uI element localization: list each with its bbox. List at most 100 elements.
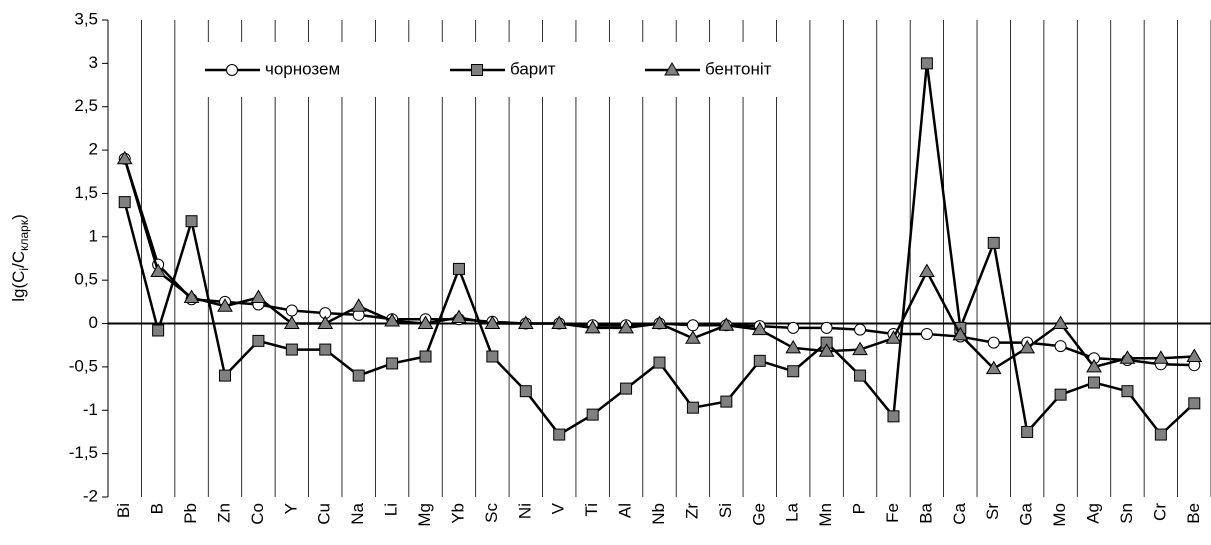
marker — [350, 298, 367, 312]
marker — [285, 343, 298, 356]
marker — [452, 262, 465, 275]
y-tick-label: 2 — [89, 140, 98, 159]
x-tick-label: Yb — [448, 503, 467, 524]
marker — [226, 64, 238, 76]
x-tick-label: Ba — [916, 502, 935, 523]
marker — [685, 330, 701, 344]
marker — [484, 315, 501, 330]
marker — [285, 304, 298, 317]
x-tick-label: Co — [248, 503, 267, 525]
y-label-part: lg(C — [9, 271, 28, 302]
marker — [319, 343, 332, 356]
y-tick-label: -1,5 — [69, 443, 98, 462]
marker — [584, 319, 601, 334]
marker — [852, 341, 868, 356]
marker — [183, 289, 200, 304]
x-tick-label: Zr — [682, 503, 701, 519]
marker — [1086, 358, 1102, 373]
marker — [586, 408, 599, 421]
x-tick-label: Mo — [1050, 503, 1069, 527]
y-tick-label: 2,5 — [74, 96, 98, 115]
marker — [386, 357, 399, 370]
marker — [952, 326, 969, 341]
marker — [419, 350, 432, 363]
marker — [920, 327, 933, 340]
y-tick-label: -1 — [83, 400, 98, 419]
marker — [620, 382, 633, 395]
marker — [718, 317, 735, 331]
marker — [218, 369, 231, 382]
marker — [1121, 385, 1134, 398]
y-label-sub: кларк — [17, 219, 31, 251]
x-tick-label: Sr — [983, 503, 1002, 520]
marker — [517, 315, 534, 330]
y-label-part: ) — [9, 214, 28, 220]
legend-label: барит — [510, 59, 556, 78]
x-tick-label: Cr — [1150, 503, 1169, 521]
x-tick-label: Ag — [1083, 503, 1102, 524]
marker — [787, 321, 800, 334]
marker — [1054, 388, 1067, 401]
marker — [785, 339, 802, 354]
marker — [1119, 350, 1136, 364]
marker — [252, 334, 265, 347]
x-tick-label: Pb — [181, 503, 200, 524]
y-tick-label: 1 — [89, 226, 98, 245]
marker — [987, 336, 1000, 349]
marker — [787, 365, 800, 378]
marker — [150, 263, 167, 278]
x-tick-label: B — [148, 503, 167, 514]
marker — [920, 57, 933, 70]
x-tick-label: Sc — [482, 503, 501, 523]
marker — [720, 395, 733, 408]
y-tick-label: 0,5 — [74, 270, 98, 289]
marker — [854, 323, 867, 336]
series-line — [123, 158, 1195, 367]
marker — [250, 289, 267, 304]
marker — [471, 64, 483, 76]
marker — [519, 385, 532, 398]
x-tick-label: Si — [716, 503, 735, 518]
x-tick-label: Ga — [1017, 502, 1036, 525]
marker — [854, 369, 867, 382]
x-tick-label: Na — [348, 502, 367, 524]
marker — [686, 401, 699, 414]
marker — [417, 315, 434, 330]
x-tick-label: Mg — [415, 503, 434, 527]
marker — [985, 360, 1002, 375]
y-axis-label: lg(Ci/Cкларк) — [9, 214, 31, 302]
marker — [217, 298, 233, 312]
marker — [818, 343, 835, 357]
marker — [987, 236, 1000, 249]
x-tick-label: La — [783, 502, 802, 521]
marker — [116, 150, 133, 165]
marker — [686, 319, 699, 332]
x-tick-label: V — [549, 502, 568, 514]
x-tick-label: Cu — [315, 503, 334, 525]
marker — [551, 315, 568, 330]
marker — [317, 315, 334, 330]
y-tick-label: 1,5 — [74, 183, 98, 202]
y-label-part: /C — [9, 251, 28, 268]
legend-label: бентоніт — [705, 59, 772, 78]
marker — [283, 315, 300, 330]
marker — [651, 315, 668, 330]
marker — [384, 312, 400, 327]
marker — [1021, 425, 1034, 438]
y-tick-label: 3,5 — [74, 9, 98, 28]
series-line — [123, 63, 1196, 437]
marker — [1152, 350, 1169, 364]
marker — [352, 369, 365, 382]
x-tick-label: Zn — [214, 503, 233, 523]
marker — [1019, 339, 1036, 354]
x-tick-label: Ge — [749, 503, 768, 526]
marker — [1188, 397, 1201, 410]
marker — [618, 319, 634, 334]
series-line — [123, 158, 1195, 371]
marker — [553, 428, 566, 441]
legend: чорнозем барит бентоніт — [195, 42, 805, 97]
x-tick-label: Li — [382, 503, 401, 516]
y-tick-label: 3 — [89, 53, 98, 72]
marker — [1088, 376, 1101, 389]
